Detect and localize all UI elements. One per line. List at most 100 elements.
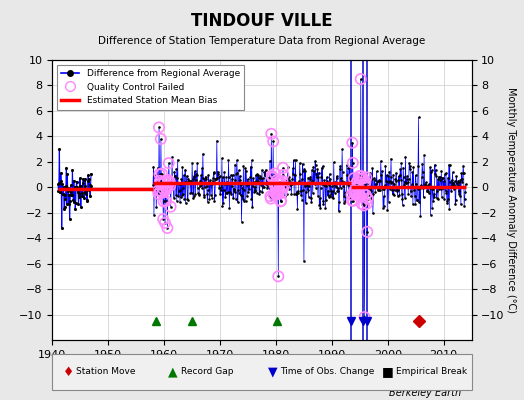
Point bbox=[229, 195, 237, 202]
Point bbox=[165, 160, 173, 166]
Point bbox=[215, 173, 224, 179]
Point bbox=[440, 196, 449, 202]
Point bbox=[162, 198, 170, 204]
Point bbox=[269, 192, 278, 198]
Point bbox=[64, 185, 72, 192]
Point bbox=[180, 196, 189, 202]
Point bbox=[322, 182, 330, 189]
Point bbox=[205, 196, 214, 202]
Point bbox=[193, 172, 201, 178]
Point bbox=[199, 174, 208, 181]
Point bbox=[277, 198, 285, 204]
Point bbox=[162, 186, 171, 193]
Point bbox=[193, 184, 202, 191]
Text: Empirical Break: Empirical Break bbox=[396, 368, 467, 376]
Point bbox=[377, 172, 386, 178]
Point bbox=[267, 196, 275, 202]
Point bbox=[196, 178, 205, 185]
Point bbox=[442, 170, 450, 176]
Point bbox=[170, 195, 178, 201]
Point bbox=[449, 180, 457, 187]
Point bbox=[332, 174, 341, 181]
Point bbox=[402, 180, 411, 187]
Point bbox=[183, 172, 191, 179]
Point bbox=[188, 190, 196, 196]
Point bbox=[340, 192, 348, 199]
Point bbox=[290, 172, 299, 178]
Point bbox=[273, 188, 281, 194]
Point bbox=[430, 194, 439, 201]
Point bbox=[151, 180, 159, 187]
Point bbox=[154, 188, 162, 194]
Point bbox=[315, 195, 324, 202]
Point bbox=[220, 169, 228, 176]
Point bbox=[353, 178, 361, 185]
Point bbox=[310, 180, 318, 187]
Point bbox=[375, 186, 383, 193]
Point bbox=[457, 170, 465, 176]
Point bbox=[428, 186, 436, 192]
Point bbox=[444, 162, 453, 168]
Point bbox=[245, 181, 253, 187]
Point bbox=[452, 197, 460, 203]
Point bbox=[286, 179, 294, 185]
Point bbox=[73, 184, 81, 191]
Point bbox=[431, 162, 439, 168]
Point bbox=[302, 188, 310, 195]
Point bbox=[327, 188, 335, 194]
Point bbox=[359, 175, 367, 181]
Point bbox=[287, 190, 296, 197]
Point bbox=[157, 180, 166, 187]
Point bbox=[85, 176, 93, 182]
Point bbox=[278, 178, 287, 184]
Point bbox=[450, 186, 458, 192]
Point bbox=[63, 200, 71, 207]
Point bbox=[353, 178, 361, 185]
Point bbox=[254, 172, 263, 179]
Point bbox=[84, 178, 92, 184]
Point bbox=[285, 174, 293, 180]
Point bbox=[75, 175, 84, 182]
Point bbox=[210, 197, 219, 204]
Point bbox=[288, 176, 297, 182]
Point bbox=[71, 184, 79, 190]
Point bbox=[157, 136, 165, 142]
Point bbox=[191, 191, 200, 197]
Point bbox=[300, 258, 308, 264]
Point bbox=[160, 178, 169, 185]
Point bbox=[242, 198, 250, 204]
Point bbox=[195, 191, 203, 197]
Point bbox=[250, 189, 258, 195]
Point bbox=[255, 174, 263, 181]
Point bbox=[338, 146, 346, 153]
Point bbox=[297, 188, 305, 194]
Point bbox=[180, 179, 189, 185]
Point bbox=[197, 181, 205, 188]
Point bbox=[156, 188, 165, 194]
Point bbox=[155, 124, 163, 131]
Point bbox=[70, 198, 79, 205]
Point bbox=[394, 177, 402, 184]
Point bbox=[406, 166, 414, 172]
Point bbox=[454, 178, 462, 184]
Point bbox=[80, 194, 88, 201]
Point bbox=[333, 188, 342, 194]
Point bbox=[361, 178, 369, 185]
Point bbox=[162, 198, 170, 204]
Point bbox=[434, 196, 442, 202]
Point bbox=[161, 220, 169, 226]
Point bbox=[266, 193, 275, 200]
Point bbox=[326, 193, 334, 199]
Point bbox=[325, 182, 333, 189]
Point bbox=[348, 160, 357, 166]
Point bbox=[162, 186, 171, 192]
Point bbox=[372, 183, 380, 190]
Point bbox=[81, 183, 89, 189]
Point bbox=[179, 185, 188, 192]
Point bbox=[436, 186, 445, 192]
Point bbox=[340, 200, 348, 206]
Point bbox=[350, 189, 358, 195]
Point bbox=[59, 184, 68, 190]
Point bbox=[238, 193, 246, 200]
Point bbox=[320, 182, 328, 188]
